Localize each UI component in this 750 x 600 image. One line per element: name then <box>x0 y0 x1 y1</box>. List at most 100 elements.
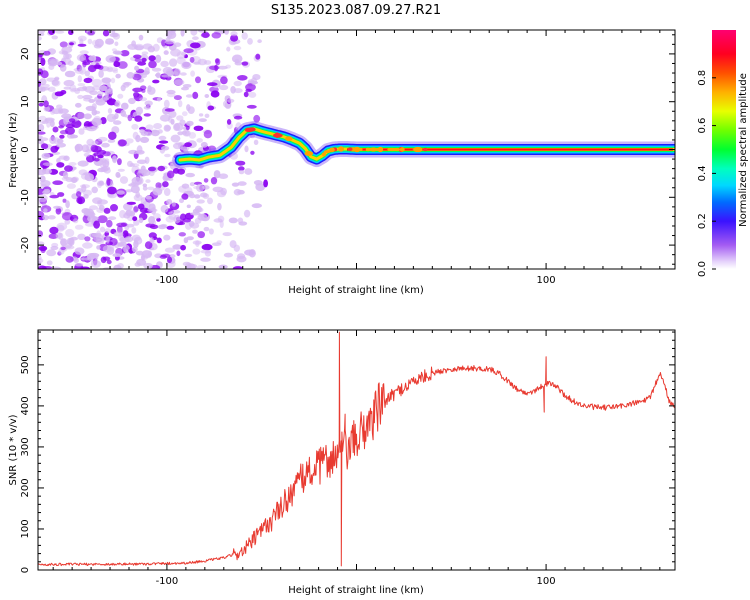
noise-dot <box>159 114 171 122</box>
noise-dot <box>226 46 231 52</box>
noise-dot <box>228 217 238 224</box>
noise-dot <box>182 111 188 117</box>
noise-dot <box>143 105 151 110</box>
noise-dot <box>153 213 161 220</box>
noise-dot <box>68 162 77 166</box>
noise-dot <box>95 239 104 244</box>
noise-dot <box>97 180 103 188</box>
noise-dot <box>56 162 65 168</box>
noise-dot <box>38 123 45 132</box>
noise-dot <box>170 209 181 214</box>
snr-ytick-label: 100 <box>20 519 31 538</box>
noise-dot <box>162 181 169 188</box>
noise-dot <box>139 136 150 143</box>
noise-dot <box>196 138 203 143</box>
noise-dot <box>113 120 122 125</box>
noise-dot <box>167 92 176 98</box>
ridge-peak <box>353 146 361 153</box>
noise-dot <box>49 194 60 199</box>
noise-dot <box>125 138 134 144</box>
noise-dot <box>64 70 76 78</box>
noise-dot <box>192 248 201 255</box>
noise-dot <box>156 237 162 244</box>
noise-dot <box>180 30 185 37</box>
noise-dot <box>195 76 201 84</box>
noise-dot <box>237 217 244 224</box>
noise-dot <box>68 30 74 35</box>
noise-dot <box>196 183 205 192</box>
noise-dot <box>188 193 196 199</box>
noise-dot <box>161 74 172 78</box>
noise-dot <box>132 216 138 222</box>
noise-dot <box>93 152 99 157</box>
snr-ticks: -100 100 0 100 200 300 400 500 <box>20 330 675 587</box>
noise-dot <box>91 125 99 130</box>
noise-dot <box>52 126 59 133</box>
noise-dot <box>130 182 137 186</box>
noise-dot <box>152 43 160 52</box>
noise-dot <box>200 257 211 262</box>
noise-dot <box>210 90 220 98</box>
noise-dot <box>200 32 210 38</box>
noise-dot <box>106 219 113 228</box>
noise-dot <box>185 94 193 98</box>
noise-dot <box>233 88 243 94</box>
noise-dot <box>141 253 145 261</box>
noise-dot <box>49 192 55 196</box>
noise-dot <box>95 62 100 69</box>
ridge-peak <box>248 127 256 132</box>
noise-dot <box>199 213 205 218</box>
noise-dot <box>105 235 110 244</box>
noise-dot <box>142 186 148 191</box>
noise-dot <box>83 113 92 120</box>
noise-dot <box>112 155 117 163</box>
noise-dot <box>203 178 209 183</box>
noise-dot <box>163 99 170 108</box>
ridge-peak <box>413 146 423 153</box>
noise-dot <box>123 81 132 86</box>
noise-dot <box>76 191 82 198</box>
noise-dot <box>97 154 104 159</box>
noise-dot <box>75 144 80 153</box>
noise-dot <box>63 86 72 90</box>
noise-dot <box>170 134 181 143</box>
noise-dot <box>155 54 162 63</box>
noise-dot <box>83 77 93 84</box>
noise-dot <box>107 108 113 114</box>
noise-dot <box>149 237 154 243</box>
noise-dot <box>192 36 199 41</box>
noise-dot <box>104 228 112 234</box>
snr-series-line <box>38 331 675 567</box>
noise-dot <box>59 41 68 48</box>
noise-dot <box>183 237 189 244</box>
noise-dot <box>59 134 65 139</box>
noise-dot <box>172 244 182 250</box>
noise-dot <box>200 192 208 198</box>
ridge-peak <box>423 147 428 152</box>
snr-ylabel: SNR (10 * v/v) <box>8 414 19 485</box>
noise-dot <box>192 91 199 99</box>
noise-dot <box>93 220 100 229</box>
noise-dot <box>172 168 180 174</box>
noise-dot <box>180 213 187 221</box>
noise-dot <box>263 179 268 188</box>
noise-dot <box>56 157 61 164</box>
colorbar-tick-label: 0.4 <box>697 165 708 181</box>
noise-dot <box>117 93 124 99</box>
noise-dot <box>173 122 184 131</box>
noise-dot <box>51 242 59 248</box>
noise-dot <box>235 122 242 131</box>
noise-dot <box>60 90 67 95</box>
noise-dot <box>204 94 210 98</box>
noise-dot <box>64 165 73 172</box>
noise-dot <box>79 66 86 75</box>
noise-dot <box>40 87 51 91</box>
noise-dot <box>190 70 196 77</box>
noise-dot <box>120 50 130 57</box>
noise-dot <box>72 166 77 170</box>
noise-dot <box>121 102 129 110</box>
noise-dot <box>51 35 58 40</box>
noise-dot <box>157 165 166 172</box>
noise-dot <box>145 223 156 228</box>
noise-dot <box>140 85 147 91</box>
